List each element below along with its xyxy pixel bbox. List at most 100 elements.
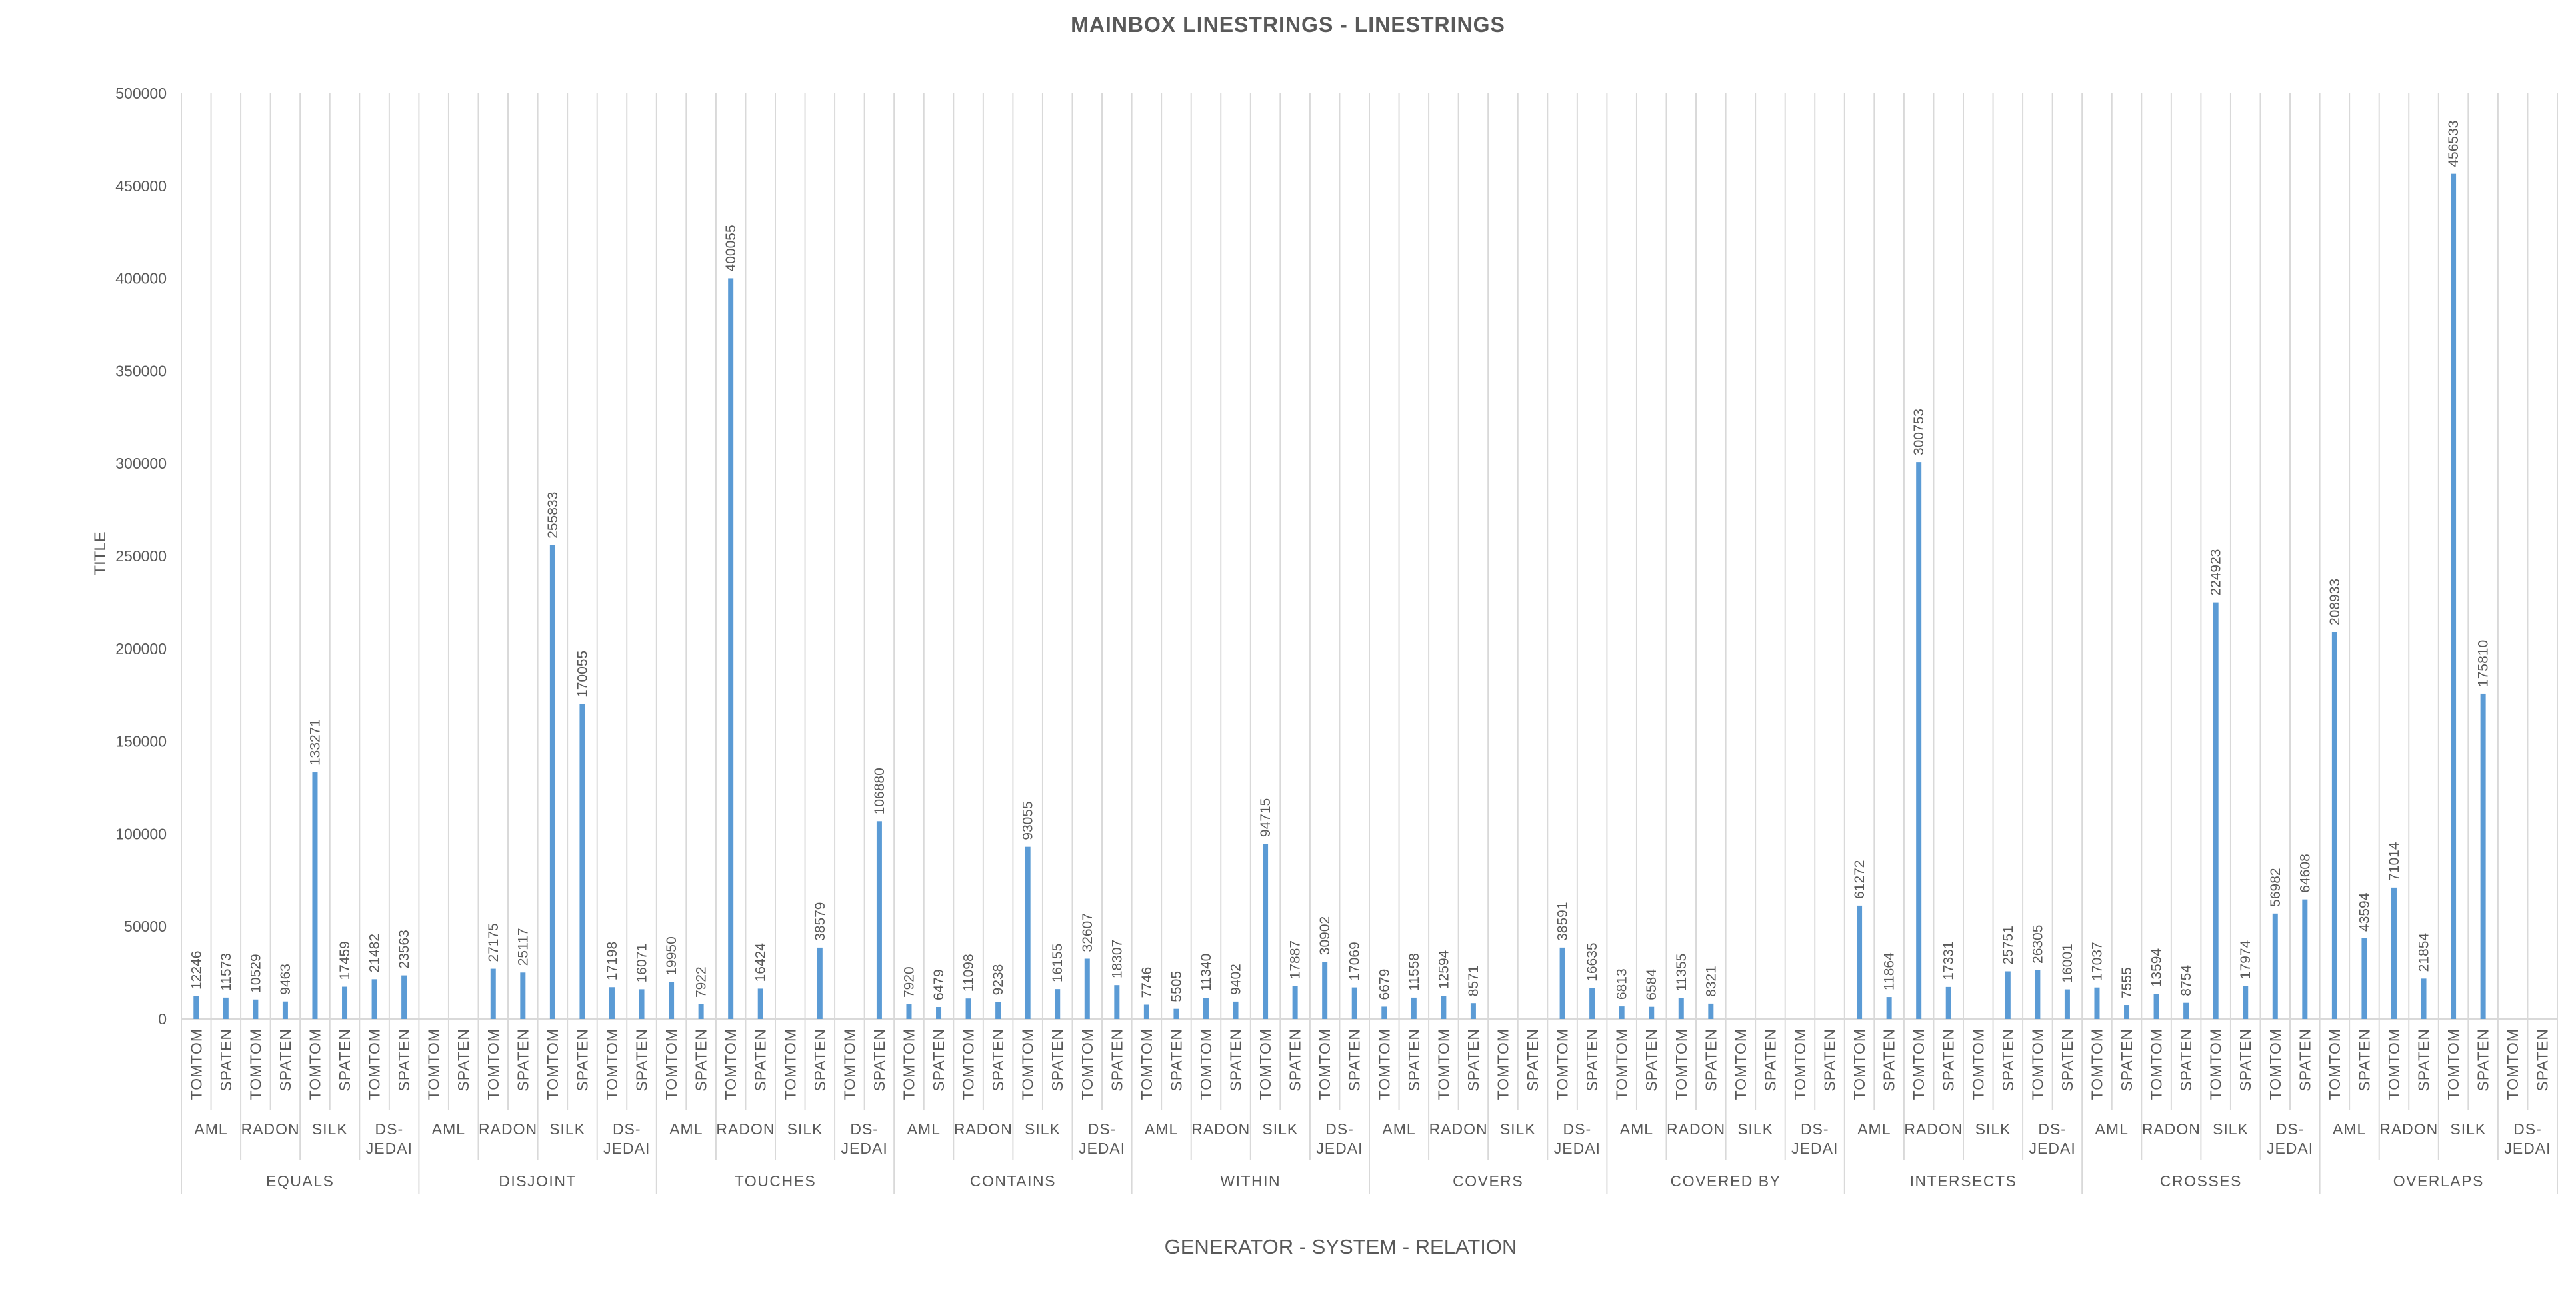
generator-label: SPATEN — [1167, 1028, 1185, 1092]
system-label: JEDAI — [2029, 1140, 2076, 1157]
data-label: 8571 — [1466, 965, 1481, 996]
data-label: 6813 — [1615, 968, 1630, 1000]
bar — [1589, 988, 1595, 1019]
plot-area: 0 50000 100000 150000 200000 250000 300000 3500… — [115, 85, 2558, 1194]
system-label: AML — [669, 1120, 703, 1138]
y-tick-label: 450000 — [115, 177, 167, 195]
generator-label: TOMTOM — [187, 1028, 205, 1100]
data-label: 61272 — [1852, 860, 1867, 899]
generator-label: SPATEN — [871, 1028, 888, 1092]
generator-label: SPATEN — [633, 1028, 651, 1092]
system-label: JEDAI — [603, 1140, 650, 1157]
bar — [728, 278, 734, 1020]
bar — [1263, 844, 1269, 1019]
data-label: 17459 — [337, 941, 353, 980]
generator-label: TOMTOM — [1257, 1028, 1274, 1100]
system-label: AML — [432, 1120, 465, 1138]
system-label: SILK — [1737, 1120, 1773, 1138]
system-label: JEDAI — [2504, 1140, 2551, 1157]
generator-label: SPATEN — [930, 1028, 947, 1092]
data-label: 43594 — [2357, 892, 2372, 932]
bar — [253, 999, 259, 1019]
data-label: 11558 — [1407, 953, 1422, 991]
bar — [579, 704, 585, 1019]
data-label: 21482 — [367, 934, 383, 972]
generator-label: SPATEN — [2355, 1028, 2373, 1092]
data-label: 12246 — [189, 951, 204, 990]
data-label: 16424 — [753, 943, 769, 982]
data-label: 400055 — [723, 225, 739, 271]
bar — [549, 545, 555, 1019]
bar — [1470, 1003, 1476, 1019]
data-label: 18307 — [1109, 940, 1125, 978]
relation-label: WITHIN — [1220, 1172, 1281, 1190]
bar — [2391, 887, 2397, 1019]
system-label: AML — [1857, 1120, 1891, 1138]
bar — [2480, 693, 2486, 1019]
data-label: 16155 — [1050, 944, 1065, 982]
generator-label: TOMTOM — [900, 1028, 917, 1100]
generator-label: SPATEN — [1761, 1028, 1779, 1092]
generator-label: SPATEN — [2534, 1028, 2551, 1092]
generator-label: SPATEN — [1465, 1028, 1482, 1092]
bar — [639, 989, 645, 1019]
bar — [1678, 998, 1684, 1019]
generator-label: TOMTOM — [2445, 1028, 2462, 1100]
relation-label: DISJOINT — [499, 1172, 577, 1190]
generator-label: SPATEN — [1821, 1028, 1839, 1092]
bar — [1559, 947, 1565, 1019]
bar — [876, 821, 882, 1019]
generator-label: SPATEN — [2475, 1028, 2492, 1092]
generator-label: TOMTOM — [1375, 1028, 1393, 1100]
y-tick-label: 400000 — [115, 270, 167, 287]
data-label: 17331 — [1941, 941, 1957, 980]
bar — [490, 968, 496, 1019]
bar — [2243, 986, 2249, 1019]
system-label: JEDAI — [1079, 1140, 1125, 1157]
generator-label: SPATEN — [1881, 1028, 1898, 1092]
generator-label: SPATEN — [455, 1028, 472, 1092]
system-label: DS- — [2513, 1120, 2542, 1138]
generator-label: TOMTOM — [2385, 1028, 2403, 1100]
y-tick-label: 500000 — [115, 85, 167, 102]
generator-label: TOMTOM — [485, 1028, 502, 1100]
system-label: AML — [2095, 1120, 2129, 1138]
data-label: 25117 — [515, 928, 531, 966]
generator-label: TOMTOM — [1079, 1028, 1096, 1100]
bar — [1381, 1006, 1387, 1019]
system-label: RADON — [1667, 1120, 1725, 1138]
y-tick-label: 50000 — [124, 918, 167, 935]
generator-label: SPATEN — [573, 1028, 591, 1092]
relation-label: EQUALS — [266, 1172, 334, 1190]
generator-label: TOMTOM — [1673, 1028, 1690, 1100]
generator-label: TOMTOM — [603, 1028, 621, 1100]
bar — [1084, 958, 1090, 1019]
bar — [2124, 1005, 2130, 1019]
bar — [282, 1001, 288, 1019]
generator-label: SPATEN — [514, 1028, 531, 1092]
generator-label: TOMTOM — [1435, 1028, 1452, 1100]
data-label: 9402 — [1229, 964, 1244, 995]
system-label: AML — [1145, 1120, 1178, 1138]
generator-label: TOMTOM — [663, 1028, 680, 1100]
generator-label: TOMTOM — [306, 1028, 323, 1100]
generator-label: SPATEN — [1405, 1028, 1423, 1092]
bar — [1203, 998, 1209, 1019]
generator-label: TOMTOM — [781, 1028, 799, 1100]
generator-label: TOMTOM — [960, 1028, 977, 1100]
system-label: AML — [2333, 1120, 2366, 1138]
data-label: 93055 — [1021, 801, 1036, 840]
bar — [1411, 997, 1417, 1019]
data-label: 5505 — [1169, 971, 1184, 1002]
bar — [2094, 987, 2100, 1019]
generator-label: SPATEN — [2118, 1028, 2135, 1092]
bar — [2213, 602, 2219, 1019]
system-label: DS- — [613, 1120, 641, 1138]
bar — [1857, 905, 1863, 1019]
data-label: 7555 — [2119, 967, 2135, 998]
bar — [371, 979, 377, 1019]
bar — [2005, 971, 2011, 1019]
system-label: AML — [907, 1120, 941, 1138]
system-label: DS- — [850, 1120, 879, 1138]
generator-label: TOMTOM — [1851, 1028, 1868, 1100]
